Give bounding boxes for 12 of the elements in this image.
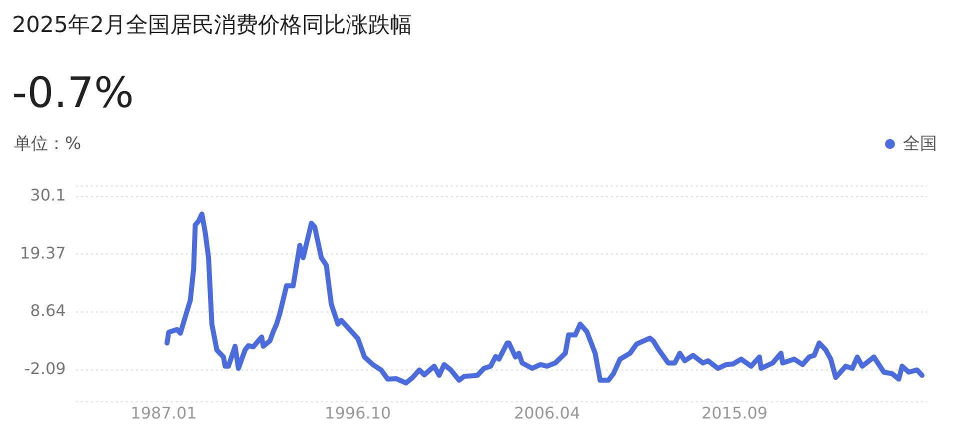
chart-subtitle: -0.7% [12,68,134,117]
x-tick-label: 1996.10 [324,404,391,423]
y-axis-title: 单位：% [14,133,82,155]
legend-label: 全国 [903,133,937,155]
x-tick-label: 1987.01 [130,404,197,423]
y-tick-label: -2.09 [24,359,66,378]
y-tick-label: 19.37 [20,243,66,262]
y-tick-label: 8.64 [30,301,66,320]
y-tick-label: 30.1 [30,185,66,204]
x-tick-label: 2015.09 [701,404,768,423]
chart-title: 2025年2月全国居民消费价格同比涨跌幅 [12,12,412,40]
x-tick-label: 2006.04 [514,404,580,423]
